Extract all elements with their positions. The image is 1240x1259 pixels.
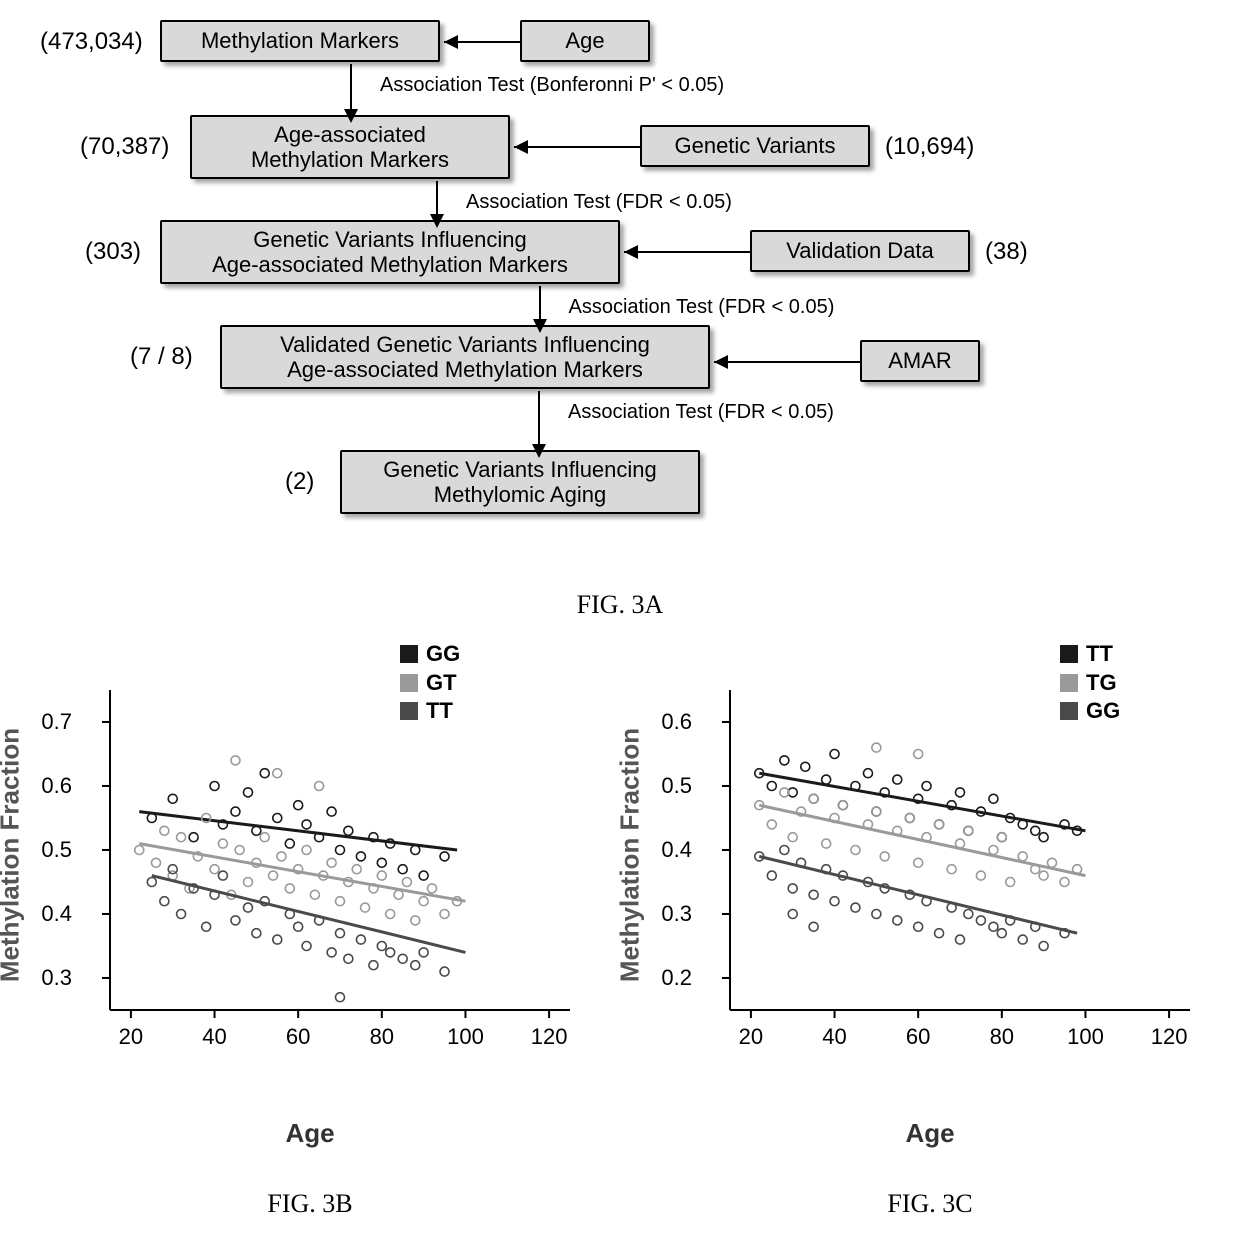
flow-count-genvar: (10,694) [885, 133, 974, 161]
flow-count-gvinfl: (303) [85, 238, 141, 266]
xtick-label: 40 [822, 1024, 846, 1050]
xtick-label: 100 [1067, 1024, 1104, 1050]
ytick-label: 0.5 [32, 837, 72, 863]
xtick-label: 120 [1151, 1024, 1188, 1050]
legend-item: GT [400, 669, 460, 698]
ytick-label: 0.4 [652, 837, 692, 863]
flow-count-valdata: (38) [985, 238, 1028, 266]
plot-3b-ylabel: Methylation Fraction [0, 728, 26, 982]
flow-node-genvar: Genetic Variants [640, 125, 870, 167]
xtick-label: 80 [370, 1024, 394, 1050]
flow-count-agemeth: (70,387) [80, 133, 169, 161]
plot-3b-block: Methylation Fraction GGGTTT 204060801001… [20, 640, 600, 1239]
flow-node-age: Age [520, 20, 650, 62]
legend-item: GG [1060, 697, 1120, 726]
legend-item: TG [1060, 669, 1120, 698]
flow-count-final: (2) [285, 468, 314, 496]
edge-label-2: Association Test (FDR < 0.05) [466, 191, 732, 214]
xtick-label: 80 [990, 1024, 1014, 1050]
caption-3b: FIG. 3B [20, 1189, 600, 1219]
legend-label: GG [426, 640, 460, 669]
legend-swatch [1060, 702, 1078, 720]
flow-node-validated: Validated Genetic Variants Influencing A… [220, 325, 710, 389]
legend-label: TG [1086, 669, 1117, 698]
ytick-label: 0.5 [652, 773, 692, 799]
figure-container: Age Methylation Markers (473,034) Age-assoc… [20, 20, 1220, 1239]
flow-node-final: Genetic Variants Influencing Methylomic … [340, 450, 700, 514]
flow-count-validated: (7 / 8) [130, 343, 193, 371]
legend-swatch [1060, 674, 1078, 692]
plot-3c-legend: TTTGGG [1060, 640, 1120, 726]
legend-label: GT [426, 669, 457, 698]
plot-3b-legend: GGGTTT [400, 640, 460, 726]
edge-label-1: Association Test (Bonferonni P' < 0.05) [380, 74, 724, 97]
xtick-label: 60 [906, 1024, 930, 1050]
legend-item: TT [400, 697, 460, 726]
plot-3b-xlabel: Age [20, 1118, 600, 1149]
ytick-label: 0.3 [652, 901, 692, 927]
flow-node-amar: AMAR [860, 340, 980, 382]
ytick-label: 0.3 [32, 965, 72, 991]
plot-3c-block: Methylation Fraction TTTGGG 204060801001… [640, 640, 1220, 1239]
legend-item: TT [1060, 640, 1120, 669]
xtick-label: 100 [447, 1024, 484, 1050]
plot-3b-area: Methylation Fraction GGGTTT 204060801001… [20, 640, 600, 1070]
legend-swatch [400, 645, 418, 663]
xtick-label: 20 [739, 1024, 763, 1050]
legend-swatch [1060, 645, 1078, 663]
legend-label: TT [1086, 640, 1113, 669]
xtick-label: 40 [202, 1024, 226, 1050]
ytick-label: 0.6 [652, 709, 692, 735]
xtick-label: 60 [286, 1024, 310, 1050]
flow-count-meth: (473,034) [40, 28, 143, 56]
ytick-label: 0.7 [32, 709, 72, 735]
plot-3c-ylabel: Methylation Fraction [615, 728, 646, 982]
ytick-label: 0.2 [652, 965, 692, 991]
legend-label: TT [426, 697, 453, 726]
ytick-label: 0.4 [32, 901, 72, 927]
plot-3c-area: Methylation Fraction TTTGGG 204060801001… [640, 640, 1220, 1070]
edge-label-4: Association Test (FDR < 0.05) [568, 401, 834, 424]
plot-3c-xlabel: Age [640, 1118, 1220, 1149]
caption-3a: FIG. 3A [20, 590, 1220, 620]
xtick-label: 120 [531, 1024, 568, 1050]
flow-node-gvinfl: Genetic Variants Influencing Age-associa… [160, 220, 620, 284]
xtick-label: 20 [119, 1024, 143, 1050]
legend-swatch [400, 674, 418, 692]
flow-node-agemeth: Age-associated Methylation Markers [190, 115, 510, 179]
legend-label: GG [1086, 697, 1120, 726]
plots-row: Methylation Fraction GGGTTT 204060801001… [20, 640, 1220, 1239]
ytick-label: 0.6 [32, 773, 72, 799]
legend-swatch [400, 702, 418, 720]
edge-label-3: Association Test (FDR < 0.05) [569, 296, 835, 319]
flowchart-3a: Age Methylation Markers (473,034) Age-assoc… [20, 20, 1220, 580]
legend-item: GG [400, 640, 460, 669]
plot-3b-svg [80, 640, 580, 1040]
plot-3c-svg [700, 640, 1200, 1040]
flow-node-valdata: Validation Data [750, 230, 970, 272]
flow-node-meth: Methylation Markers [160, 20, 440, 62]
caption-3c: FIG. 3C [640, 1189, 1220, 1219]
